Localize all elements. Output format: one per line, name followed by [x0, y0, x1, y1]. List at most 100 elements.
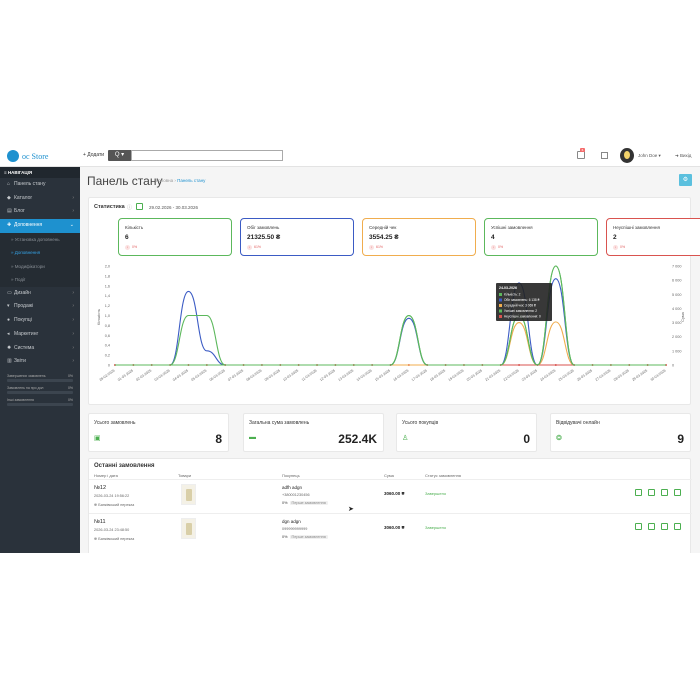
recent-orders-panel: Останні замовлення Номер і дата Товари П…: [88, 458, 692, 553]
y-tick-right: 3 000: [672, 321, 682, 325]
notifications-icon[interactable]: [577, 151, 585, 159]
y-tick-left: 1,0: [105, 314, 110, 318]
x-tick-label: 28-03-2026: [613, 369, 630, 383]
breadcrumb-home[interactable]: Головна: [156, 178, 174, 183]
sidebar-item-2[interactable]: ▤ Блог ›: [0, 205, 80, 219]
logout-link[interactable]: ➜ Вихід: [675, 153, 692, 158]
y-tick-left: 1,8: [105, 274, 110, 278]
stat-card[interactable]: Середній чек 3554.25 ₴ ↓ 61%: [362, 218, 476, 256]
sidebar-item-5[interactable]: ▥ Звіти ›: [0, 355, 80, 369]
invoice-icon[interactable]: [635, 523, 642, 530]
table-row[interactable]: №12 2026-03-24 19:56:22 ⊕ Банківський пере…: [89, 479, 692, 512]
product-thumbnail[interactable]: [181, 484, 196, 505]
settings-gear-button[interactable]: ⚙: [679, 174, 692, 186]
order-number[interactable]: №12: [94, 485, 107, 491]
chart-icon: ▥: [7, 358, 12, 365]
shipping-icon[interactable]: [648, 489, 655, 496]
search-button[interactable]: Q ▾: [108, 150, 131, 161]
search-input[interactable]: [131, 150, 283, 161]
arrow-down-icon: ↓: [613, 245, 618, 250]
user-menu[interactable]: John Doe ▾: [638, 153, 661, 158]
apps-grid-icon[interactable]: [601, 152, 608, 159]
invoice-icon[interactable]: [635, 489, 642, 496]
puzzle-icon: ✚: [7, 222, 12, 229]
edit-icon[interactable]: [661, 523, 668, 530]
progress-row: Замовлень на про дол 0%: [7, 386, 73, 394]
kpi-value: 252.4K: [338, 432, 377, 446]
open-icon[interactable]: [674, 523, 681, 530]
sidebar-item-label: Дизайн: [14, 289, 31, 296]
customer-name[interactable]: adfh adgn: [282, 485, 303, 490]
y-tick-left: 1,4: [105, 294, 110, 298]
x-tick-label: 01-03-2026: [117, 369, 134, 383]
x-tick-label: 19-03-2026: [448, 369, 465, 383]
payment-method: ⊕ Банківський переказ: [94, 503, 135, 507]
customer-name[interactable]: dgn adgn: [282, 519, 301, 524]
order-number[interactable]: №11: [94, 519, 106, 525]
progress-bar: [7, 391, 73, 394]
stat-card-change-value: 61%: [376, 245, 384, 249]
stat-card[interactable]: Кількість 6 ↓ 0%: [118, 218, 232, 256]
product-thumbnail[interactable]: [181, 518, 196, 539]
progress-row: Завершених замовлень 0%: [7, 374, 73, 382]
breadcrumb-current[interactable]: Панель стану: [177, 178, 206, 183]
sidebar-item-2[interactable]: ● Покупці ›: [0, 314, 80, 328]
sidebar-item-label: Блог: [14, 208, 25, 215]
user-avatar[interactable]: [620, 148, 634, 163]
open-icon[interactable]: [674, 489, 681, 496]
kpi-label: Загальна сума замовлень: [249, 420, 310, 426]
sidebar-item-label: Продажі: [14, 303, 34, 310]
x-tick-label: 15-03-2026: [374, 369, 391, 383]
tooltip-line: Успішні замовлення: 2: [504, 309, 537, 313]
sidebar-item-3[interactable]: ◂ Маркетинг ›: [0, 328, 80, 342]
payment-method: ⊕ Банківський переказ: [94, 537, 135, 541]
x-tick-label: 13-03-2026: [337, 369, 354, 383]
y-tick-left: 1,2: [105, 304, 110, 308]
shipping-icon[interactable]: [648, 523, 655, 530]
kpi-card: Усього замовлень ▣ 8: [88, 413, 229, 452]
x-tick-label: 17-03-2026: [411, 369, 428, 383]
calendar-icon[interactable]: [136, 203, 143, 210]
stat-card[interactable]: Успішні замовлення 4 ↓ 0%: [484, 218, 598, 256]
sidebar-subitem-0[interactable]: » Установка доповнень: [0, 232, 80, 247]
x-tick-label: 07-03-2026: [227, 369, 244, 383]
progress-percent: 0%: [67, 386, 73, 390]
sidebar-item-4[interactable]: ✹ Система ›: [0, 342, 80, 356]
sidebar-item-1[interactable]: ▾ Продажі ›: [0, 300, 80, 314]
y-tick-left: 0,6: [105, 334, 110, 338]
arrow-down-icon: ↓: [125, 245, 130, 250]
edit-icon[interactable]: [661, 489, 668, 496]
kpi-label: Відвідувачі онлайн: [556, 420, 600, 426]
progress-row: Інші замовлення 0%: [7, 398, 73, 406]
breadcrumb: Головна › Панель стану: [156, 178, 205, 183]
stat-card[interactable]: Обіг замовлень 21325.50 ₴ ↓ 61%: [240, 218, 354, 256]
sidebar-item-0[interactable]: ▭ Дизайн ›: [0, 287, 80, 301]
chevron-icon: ›: [72, 194, 74, 201]
series-line-2: [115, 321, 666, 366]
sidebar-subitem-3[interactable]: » Події: [0, 273, 80, 287]
chevron-icon: ›: [72, 344, 74, 351]
x-tick-label: 16-03-2026: [392, 369, 409, 383]
x-tick-label: 28-02-2026: [99, 369, 116, 383]
sidebar-item-0[interactable]: ⌂ Панель стану: [0, 178, 80, 192]
arrow-down-icon: ↓: [369, 245, 374, 250]
date-range[interactable]: 29.02.2026 - 30.03.2026: [149, 205, 199, 210]
y-tick-right: 5 000: [672, 293, 682, 297]
store-logo[interactable]: oc Store: [7, 150, 48, 162]
stat-card[interactable]: Неуспішні замовлення 2 ↓ 0%: [606, 218, 700, 256]
cart-icon: ▾: [7, 303, 10, 310]
sidebar-subitem-2[interactable]: » Модифікатори: [0, 259, 80, 274]
calendar-icon: ▣: [94, 435, 101, 442]
y-axis-label-right: Сума: [680, 311, 685, 322]
arrow-down-icon: ↓: [491, 245, 496, 250]
kpi-value: 9: [677, 432, 684, 446]
table-row[interactable]: №11 2026-03-24 23:48:50 ⊕ Банківський пере…: [89, 513, 692, 546]
sidebar-item-label: Система: [14, 344, 35, 351]
sidebar-item-3[interactable]: ✚ Доповнення ⌄: [0, 219, 80, 233]
column-header-customer: Покупець: [282, 473, 300, 478]
sidebar-item-1[interactable]: ◆ Каталог ›: [0, 192, 80, 206]
sidebar-subitem-1[interactable]: » Доповнення: [0, 246, 80, 260]
add-new-button[interactable]: + Додати: [83, 152, 105, 158]
help-icon[interactable]: ⓘ: [127, 205, 133, 211]
cog-icon: ✹: [7, 344, 12, 351]
